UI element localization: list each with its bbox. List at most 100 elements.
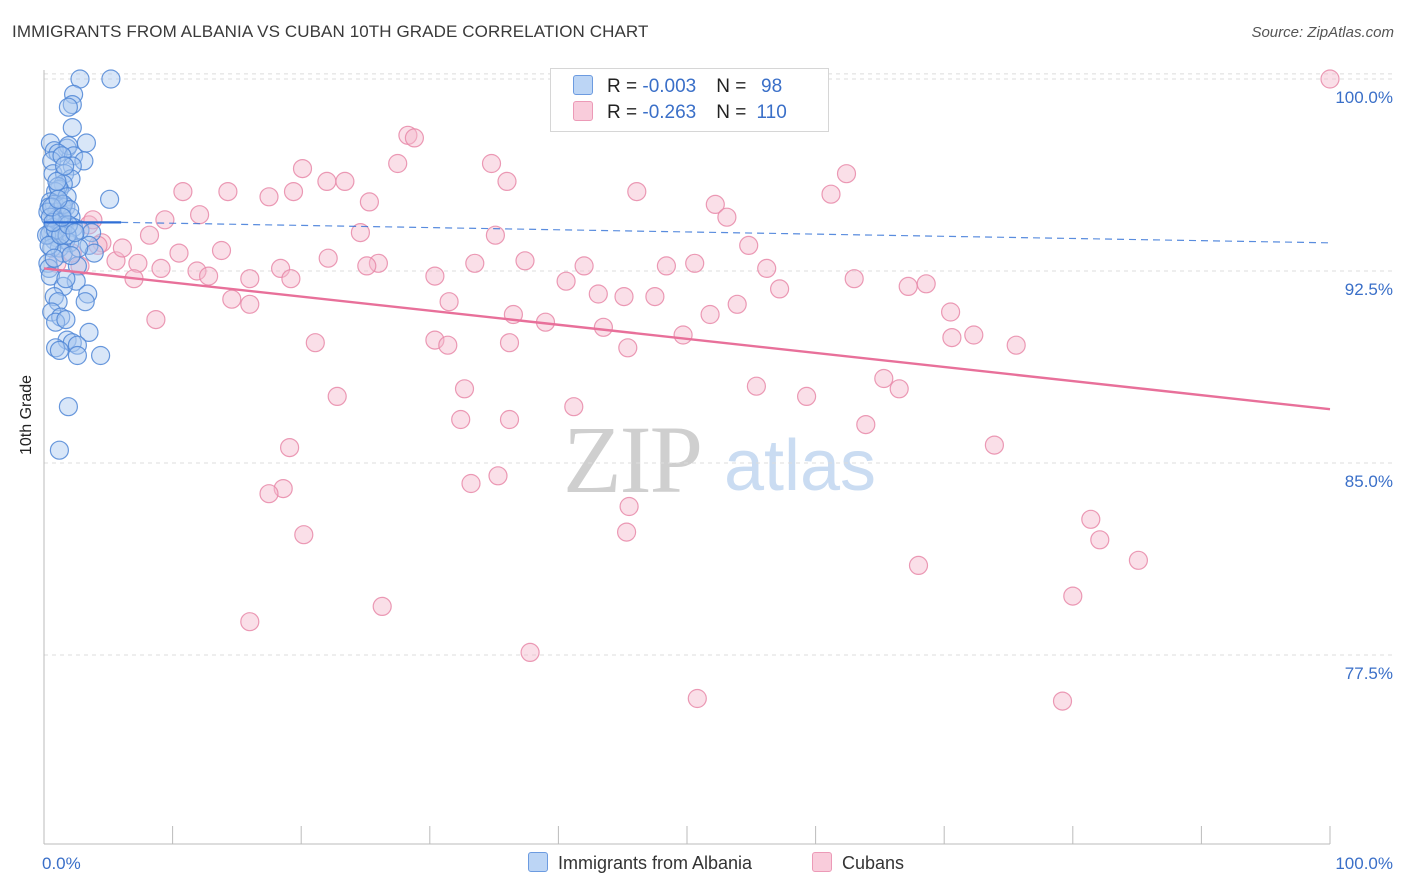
cubans-point — [656, 256, 677, 276]
cubans-point — [240, 612, 260, 632]
albania-point — [75, 292, 95, 312]
albania-point — [57, 330, 77, 350]
albania-point — [90, 345, 111, 366]
cubans-point — [388, 153, 408, 174]
stats-legend: R = -0.003 N = 98 R = -0.263 N = 110 — [550, 68, 829, 132]
cubans-point — [821, 184, 841, 204]
y-axis-label: 10th Grade — [18, 374, 35, 455]
cubans-legend-label: Cubans — [842, 853, 905, 873]
cubans-point — [556, 271, 576, 291]
cubans-point — [151, 258, 171, 278]
cubans-r-value: -0.263 — [642, 102, 697, 123]
y-tick-label: 85.0% — [1345, 472, 1393, 491]
cubans-point — [199, 266, 219, 286]
cubans-point — [327, 386, 347, 406]
albania-point — [67, 335, 88, 355]
albania-point — [101, 69, 121, 89]
cubans-point — [222, 289, 242, 309]
cubans-point — [187, 261, 207, 281]
albania-legend-label: Immigrants from Albania — [558, 853, 753, 873]
cubans-point — [1320, 69, 1340, 89]
cubans-point — [673, 325, 693, 345]
x-tick-label-min: 0.0% — [42, 854, 81, 873]
albania-point — [42, 197, 62, 217]
cubans-point — [619, 496, 639, 517]
cubans-point — [874, 368, 894, 389]
cubans-legend-swatch — [812, 852, 832, 872]
r-label: R = — [607, 102, 643, 123]
cubans-point — [836, 164, 857, 184]
albania-swatch — [573, 75, 593, 95]
tick-labels: 77.5% 85.0% 92.5% 100.0% 0.0% 100.0% — [42, 88, 1393, 873]
cubans-point — [283, 182, 304, 202]
albania-point — [58, 97, 79, 117]
albania-point — [79, 322, 99, 342]
albania-point — [57, 225, 77, 245]
cubans-point — [1006, 335, 1026, 355]
albania-point — [49, 340, 70, 360]
cubans-point — [856, 415, 876, 435]
series-legend: Immigrants from Albania Cubans — [0, 852, 1406, 878]
cubans-point — [984, 435, 1005, 455]
legend-item-cubans[interactable]: Cubans — [812, 852, 904, 874]
cubans-point — [898, 276, 918, 296]
cubans-point — [499, 409, 520, 430]
albania-point — [58, 397, 79, 417]
albania-point — [67, 345, 88, 366]
cubans-point — [1128, 550, 1149, 570]
cubans-point — [350, 223, 370, 243]
legend-row-albania: R = -0.003 N = 98 — [573, 75, 792, 99]
cubans-point — [942, 328, 962, 348]
albania-point — [40, 266, 61, 286]
albania-point — [48, 292, 68, 312]
cubans-point — [889, 379, 909, 399]
cubans-point — [627, 182, 647, 202]
albania-point — [49, 440, 70, 460]
cubans-point — [727, 294, 747, 314]
cubans-point — [292, 159, 313, 179]
cubans-point — [368, 253, 388, 273]
cubans-point — [588, 284, 608, 304]
cubans-point — [240, 269, 260, 289]
cubans-point — [593, 317, 614, 337]
cubans-point — [757, 258, 777, 278]
cubans-point — [173, 182, 193, 202]
cubans-point — [112, 238, 133, 258]
grid-lines — [44, 73, 1396, 656]
cubans-point — [746, 376, 767, 396]
albania-point — [69, 238, 89, 258]
cubans-point — [700, 304, 720, 325]
cubans-point — [190, 205, 210, 225]
cubans-point — [964, 325, 984, 345]
cubans-point — [439, 292, 459, 312]
cubans-point — [318, 248, 338, 268]
albania-trend-dashed — [121, 221, 1331, 244]
y-tick-label: 77.5% — [1345, 664, 1393, 683]
cubans-point — [317, 171, 337, 191]
cubans-point — [616, 522, 637, 542]
watermark-atlas: atlas — [724, 426, 876, 506]
n-label: N = — [716, 102, 752, 123]
cubans-point — [465, 253, 485, 273]
r-label: R = — [607, 76, 643, 97]
cubans-point — [515, 251, 535, 271]
albania-point — [61, 246, 81, 266]
cubans-point — [1063, 586, 1083, 606]
cubans-point — [461, 473, 481, 494]
cubans-point — [1052, 691, 1073, 711]
cubans-point — [305, 333, 325, 353]
albania-point — [58, 215, 79, 235]
legend-item-albania[interactable]: Immigrants from Albania — [528, 852, 752, 874]
cubans-point — [281, 269, 301, 289]
cubans-point — [1090, 530, 1110, 550]
albania-point — [63, 84, 84, 105]
cubans-point — [499, 333, 520, 353]
cubans-point — [574, 256, 594, 276]
cubans-point — [481, 153, 502, 174]
cubans-point — [146, 310, 166, 330]
cubans-swatch — [573, 101, 593, 121]
cubans-point — [520, 642, 540, 663]
albania-point — [48, 189, 68, 209]
cubans-point — [1081, 509, 1101, 529]
